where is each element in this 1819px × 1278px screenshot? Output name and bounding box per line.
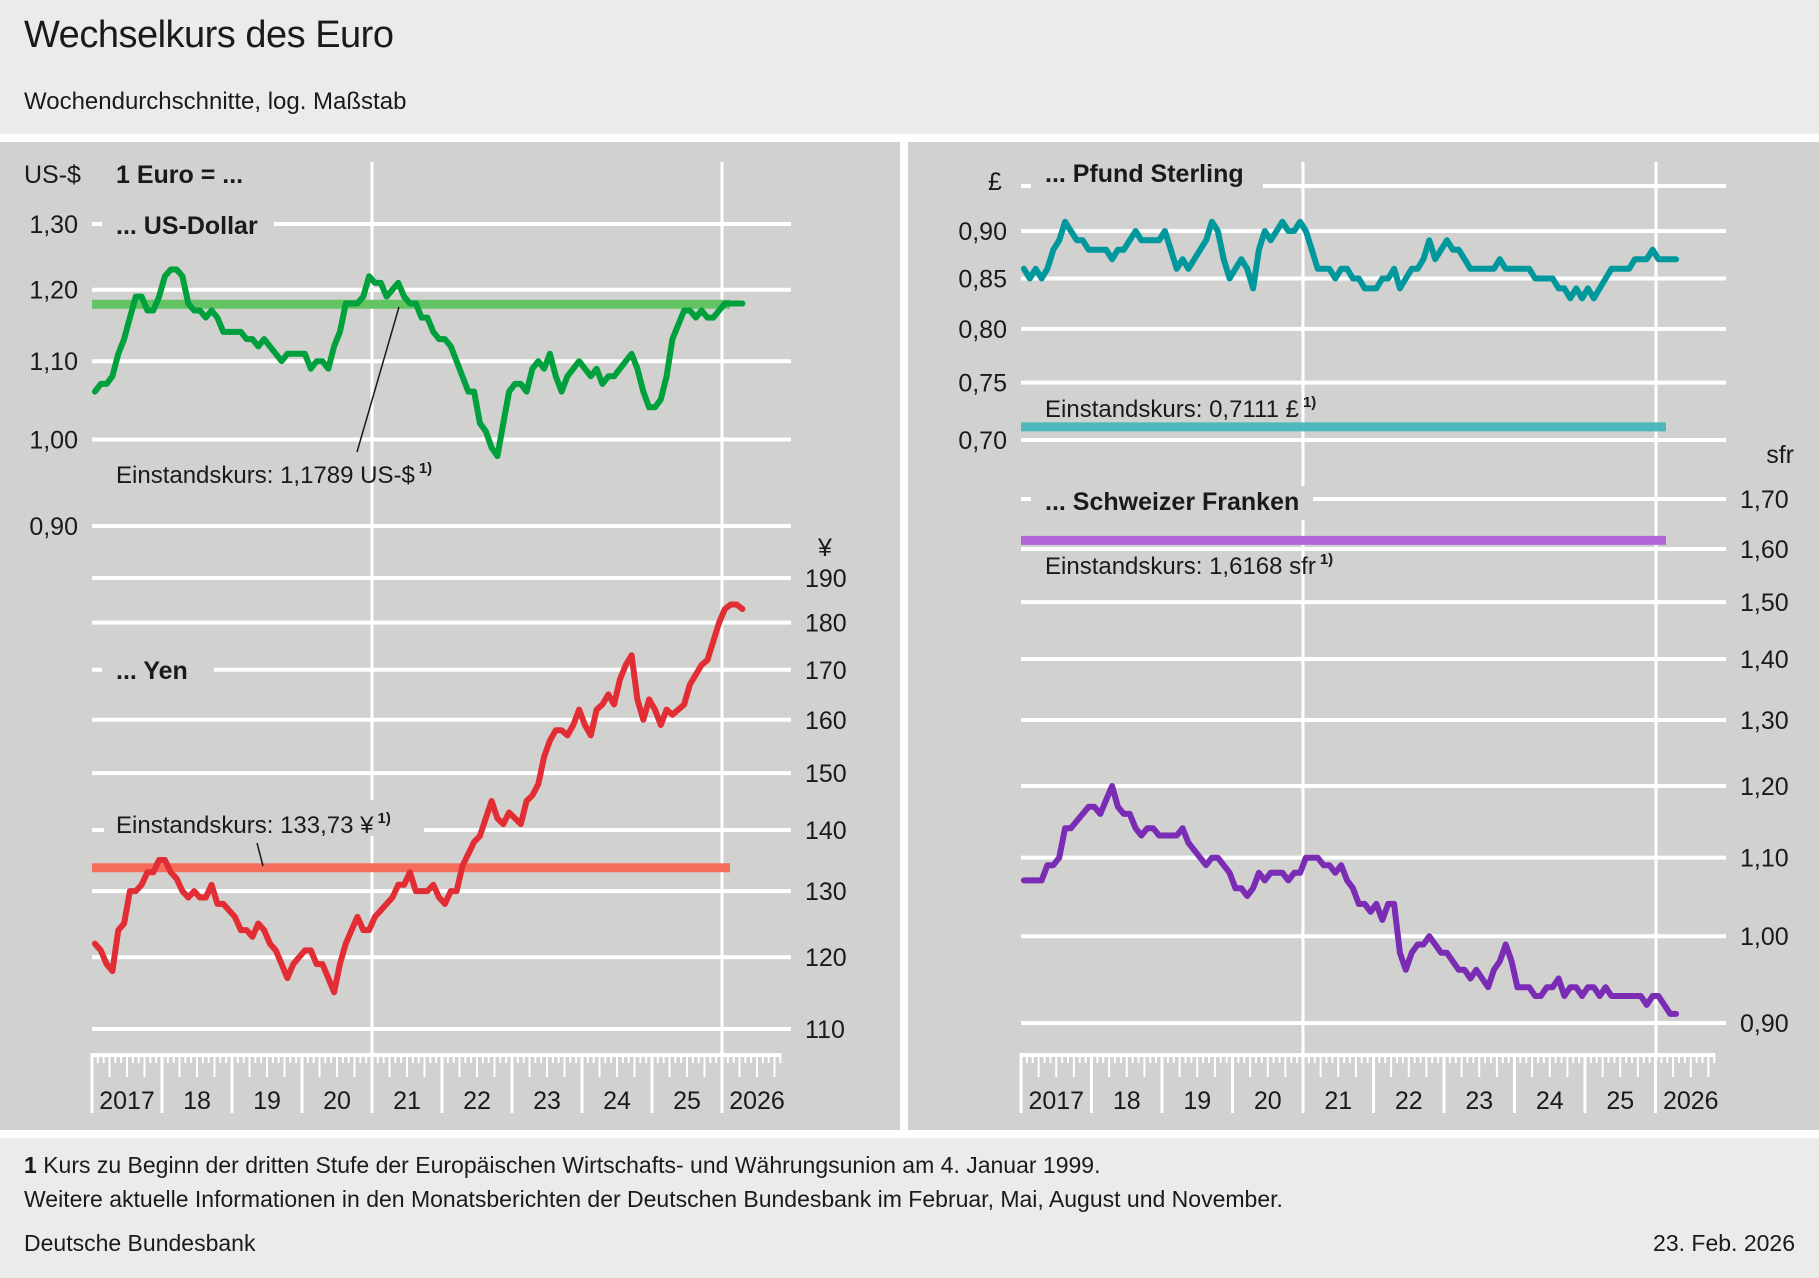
right-x-year-label: 21: [1324, 1087, 1352, 1115]
header: Wechselkurs des Euro Wochendurchschnitte…: [0, 0, 1819, 134]
chf-series-label: ... Schweizer Franken: [1045, 488, 1299, 516]
chf-tick-label: 1,10: [1740, 845, 1789, 873]
jpy-tick-label: 180: [805, 610, 847, 638]
right-x-year-label: 18: [1113, 1087, 1141, 1115]
chf-tick-label: 1,20: [1740, 773, 1789, 801]
usd-series-label: ... US-Dollar: [116, 212, 258, 240]
jpy-tick-label: 160: [805, 707, 847, 735]
left-x-year-label: 2017: [99, 1087, 155, 1115]
jpy-series-label: ... Yen: [116, 657, 188, 685]
left-chart-group: 1,30 1,20 1,10 1,00 0,90 190 180 170 160 150 140 13…: [24, 161, 847, 1115]
right-x-year-label: 23: [1465, 1087, 1493, 1115]
right-x-year-label: 25: [1606, 1087, 1634, 1115]
gbp-tick-label: 0,85: [958, 266, 1007, 294]
left-x-year-label: 2026: [729, 1087, 785, 1115]
gbp-series-label: ... Pfund Sterling: [1045, 160, 1244, 188]
info-text: Weitere aktuelle Informationen in den Mo…: [24, 1186, 1283, 1212]
footnote-text: Kurs zu Beginn der dritten Stufe der Eur…: [43, 1152, 1101, 1178]
jpy-tick-label: 120: [805, 944, 847, 972]
gbp-tick-label: 0,70: [958, 427, 1007, 455]
usd-reference-label: Einstandskurs: 1,1789 US-$ 1): [116, 460, 432, 489]
gbp-tick-label: 0,80: [958, 316, 1007, 344]
gbp-series-label-halo: [1031, 158, 1263, 192]
publication-date: 23. Feb. 2026: [1653, 1230, 1795, 1256]
jpy-tick-label: 110: [805, 1016, 845, 1044]
chf-series-label-halo: [1031, 486, 1313, 520]
left-x-year-label: 21: [393, 1087, 421, 1115]
page-subtitle: Wochendurchschnitte, log. Maßstab: [24, 88, 407, 115]
usd-tick-label: 1,30: [29, 211, 78, 239]
panel-right: [908, 142, 1819, 1130]
jpy-series-label-halo: [102, 655, 214, 689]
gbp-reference-label: Einstandskurs: 0,7111 £1): [1045, 394, 1316, 423]
chf-tick-label: 1,50: [1740, 589, 1789, 617]
usd-unit-label: US-$: [24, 161, 81, 189]
jpy-series-line: [91, 601, 746, 996]
jpy-reference-label: Einstandskurs: 133,73 ¥1): [116, 810, 391, 839]
chf-tick-label: 1,40: [1740, 646, 1789, 674]
usd-series-label-halo: [102, 210, 274, 244]
chf-tick-label: 1,00: [1740, 923, 1789, 951]
left-x-year-label: 20: [323, 1087, 351, 1115]
usd-tick-label: 1,20: [29, 277, 78, 305]
footnote: 1 Kurs zu Beginn der dritten Stufe der E…: [24, 1152, 1101, 1179]
footer: 1 Kurs zu Beginn der dritten Stufe der E…: [0, 1138, 1819, 1278]
chf-footnote-marker: 1): [1320, 551, 1333, 568]
page-title: Wechselkurs des Euro: [24, 14, 394, 56]
jpy-tick-label: 150: [805, 760, 847, 788]
footnote-number: 1: [24, 1152, 37, 1178]
jpy-tick-label: 170: [805, 657, 847, 685]
left-x-year-label: 23: [533, 1087, 561, 1115]
usd-footnote-marker: 1): [419, 460, 432, 477]
right-x-year-label: 20: [1254, 1087, 1282, 1115]
jpy-leader-line: [256, 842, 264, 867]
usd-tick-label: 0,90: [29, 513, 78, 541]
gbp-series-line: [1020, 218, 1680, 302]
jpy-reference-label-halo: [104, 800, 424, 836]
right-chart-group: 0,90 0,85 0,80 0,75 0,70 1,70 1,60 1,50 1,40 1,30…: [958, 158, 1794, 1115]
jpy-footnote-marker: 1): [378, 810, 391, 827]
left-x-year-label: 18: [183, 1087, 211, 1115]
chf-reference-label: Einstandskurs: 1,6168 sfr 1): [1045, 551, 1333, 580]
left-x-year-label: 25: [673, 1087, 701, 1115]
usd-leader-line: [356, 306, 400, 453]
source-label: Deutsche Bundesbank: [24, 1230, 256, 1256]
chf-series-line: [1020, 783, 1680, 1017]
gbp-tick-label: 0,90: [958, 218, 1007, 246]
right-x-year-label: 2017: [1028, 1087, 1084, 1115]
left-x-year-label: 22: [463, 1087, 491, 1115]
chf-unit-label: sfr: [1766, 441, 1794, 469]
chart-heading: 1 Euro = ...: [116, 161, 243, 189]
gbp-tick-label: 0,75: [958, 370, 1007, 398]
gbp-footnote-marker: 1): [1303, 394, 1316, 411]
chf-tick-label: 1,30: [1740, 707, 1789, 735]
chf-tick-label: 1,60: [1740, 536, 1789, 564]
gbp-unit-label: £: [988, 168, 1002, 196]
jpy-tick-label: 130: [805, 878, 847, 906]
left-x-year-label: 19: [253, 1087, 281, 1115]
left-x-year-label: 24: [603, 1087, 631, 1115]
usd-tick-label: 1,00: [29, 426, 78, 454]
chf-tick-label: 1,70: [1740, 486, 1789, 514]
right-x-year-label: 2026: [1663, 1087, 1719, 1115]
right-x-year-label: 22: [1395, 1087, 1423, 1115]
jpy-tick-label: 190: [805, 565, 847, 593]
usd-series-line: [91, 266, 746, 460]
usd-tick-label: 1,10: [29, 348, 78, 376]
jpy-unit-label: ¥: [817, 534, 832, 562]
chf-tick-label: 0,90: [1740, 1010, 1789, 1038]
right-x-year-label: 24: [1536, 1087, 1564, 1115]
right-x-year-label: 19: [1183, 1087, 1211, 1115]
jpy-tick-label: 140: [805, 817, 847, 845]
